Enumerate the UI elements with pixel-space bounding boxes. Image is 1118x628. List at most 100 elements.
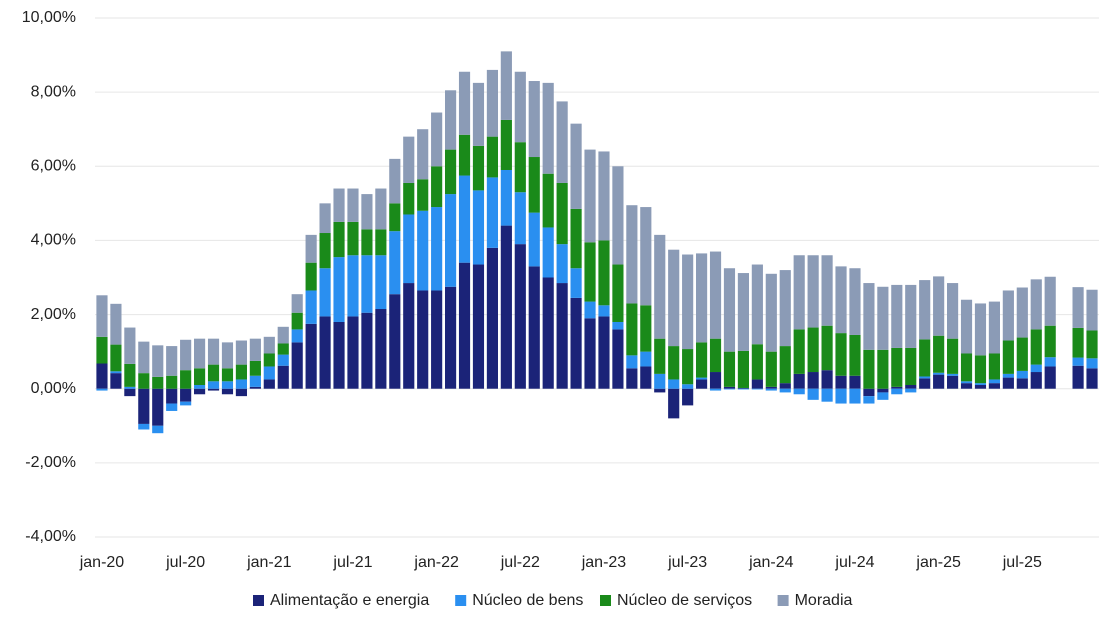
bar-segment bbox=[626, 355, 638, 369]
bar-segment bbox=[891, 284, 903, 348]
bar-segment bbox=[277, 354, 289, 366]
y-tick-label: 2,00% bbox=[31, 306, 76, 323]
bar-segment bbox=[152, 345, 164, 377]
legend-label: Núcleo de serviços bbox=[617, 592, 752, 609]
bar-segment bbox=[640, 305, 652, 352]
bar-segment bbox=[933, 335, 945, 373]
bar-segment bbox=[528, 157, 540, 213]
bar-segment bbox=[333, 257, 345, 322]
bar-segment bbox=[765, 273, 777, 352]
bar-segment bbox=[110, 344, 122, 372]
bar-segment bbox=[138, 388, 150, 424]
bar-segment bbox=[138, 341, 150, 374]
x-tick-label: jul-25 bbox=[1002, 554, 1042, 571]
bar-segment bbox=[514, 192, 526, 245]
bar-segment bbox=[486, 247, 498, 389]
bar-segment bbox=[1002, 373, 1014, 378]
bar-segment bbox=[347, 188, 359, 222]
bar-segment bbox=[542, 82, 554, 174]
bar-segment bbox=[277, 365, 289, 389]
bar-segment bbox=[682, 388, 694, 406]
bar-segment bbox=[960, 299, 973, 354]
bar-segment bbox=[626, 368, 638, 389]
bar-segment bbox=[305, 290, 317, 324]
y-tick-label: 6,00% bbox=[31, 158, 76, 175]
bar-segment bbox=[207, 388, 220, 391]
bar-segment bbox=[138, 373, 150, 389]
bar-segment bbox=[835, 333, 847, 376]
bar-segment bbox=[305, 323, 317, 389]
bar-segment bbox=[207, 338, 220, 365]
bar-segment bbox=[417, 290, 429, 389]
bar-segment bbox=[696, 253, 708, 343]
bar-segment bbox=[542, 227, 554, 278]
bar-segment bbox=[1002, 290, 1014, 341]
bar-segment bbox=[1072, 287, 1084, 328]
bar-segment bbox=[626, 205, 638, 304]
bar-segment bbox=[1030, 364, 1042, 373]
bar-segment bbox=[528, 266, 540, 389]
legend-swatch bbox=[253, 595, 264, 606]
bar-segment bbox=[905, 347, 917, 386]
bar-segment bbox=[960, 381, 973, 384]
x-tick-label: jul-20 bbox=[165, 554, 205, 571]
legend-label: Moradia bbox=[795, 592, 853, 609]
bar-segment bbox=[905, 385, 917, 389]
bar-segment bbox=[319, 233, 331, 269]
bar-segment bbox=[333, 321, 345, 389]
bar-segment bbox=[709, 388, 722, 391]
bar-segment bbox=[1030, 279, 1042, 330]
bar-segment bbox=[919, 280, 931, 340]
bar-segment bbox=[682, 254, 694, 350]
bar-segment bbox=[682, 349, 694, 385]
bar-segment bbox=[960, 353, 973, 382]
bar-segment bbox=[1044, 357, 1056, 367]
bar-segment bbox=[403, 283, 415, 389]
bar-segment bbox=[835, 375, 847, 389]
bar-segment bbox=[974, 385, 987, 389]
bar-segment bbox=[263, 366, 275, 380]
bar-segment bbox=[1044, 276, 1056, 326]
bar-segment bbox=[807, 327, 819, 373]
bar-segment bbox=[207, 364, 220, 382]
bar-segment bbox=[291, 329, 303, 343]
bar-segment bbox=[1072, 327, 1084, 358]
bar-segment bbox=[835, 266, 847, 334]
bar-segment bbox=[472, 264, 485, 389]
x-tick-label: jul-21 bbox=[332, 554, 372, 571]
bar-segment bbox=[709, 372, 722, 389]
bar-segment bbox=[542, 173, 554, 228]
bar-segment bbox=[891, 386, 903, 389]
bar-segment bbox=[1030, 329, 1042, 365]
bar-segment bbox=[556, 101, 568, 183]
bar-segment bbox=[249, 360, 261, 376]
bar-segment bbox=[821, 388, 833, 402]
bar-segment bbox=[696, 377, 708, 380]
bar-segment bbox=[877, 392, 889, 400]
bar-segment bbox=[765, 351, 777, 387]
y-tick-label: 10,00% bbox=[22, 9, 76, 26]
bar-segment bbox=[793, 255, 805, 330]
bar-segment bbox=[863, 349, 875, 389]
bar-segment bbox=[166, 346, 178, 376]
bar-segment bbox=[988, 383, 1000, 389]
bar-segment bbox=[361, 312, 373, 389]
bar-segment bbox=[347, 255, 359, 317]
bar-segment bbox=[207, 381, 220, 389]
bar-segment bbox=[319, 316, 331, 389]
bar-segment bbox=[124, 327, 136, 364]
bar-segment bbox=[1016, 287, 1028, 338]
legend-swatch bbox=[455, 595, 467, 606]
bar-segment bbox=[263, 379, 275, 389]
bar-segment bbox=[110, 303, 122, 345]
bar-segment bbox=[668, 249, 680, 347]
bar-segment bbox=[807, 372, 819, 389]
legend-label: Alimentação e energia bbox=[270, 592, 429, 609]
bar-segment bbox=[347, 221, 359, 256]
bar-segment bbox=[905, 284, 917, 348]
bar-segment bbox=[194, 368, 206, 386]
bar-segment bbox=[221, 381, 234, 389]
bar-segment bbox=[877, 349, 889, 389]
x-tick-label: jan-24 bbox=[748, 554, 794, 571]
bar-segment bbox=[458, 71, 471, 135]
